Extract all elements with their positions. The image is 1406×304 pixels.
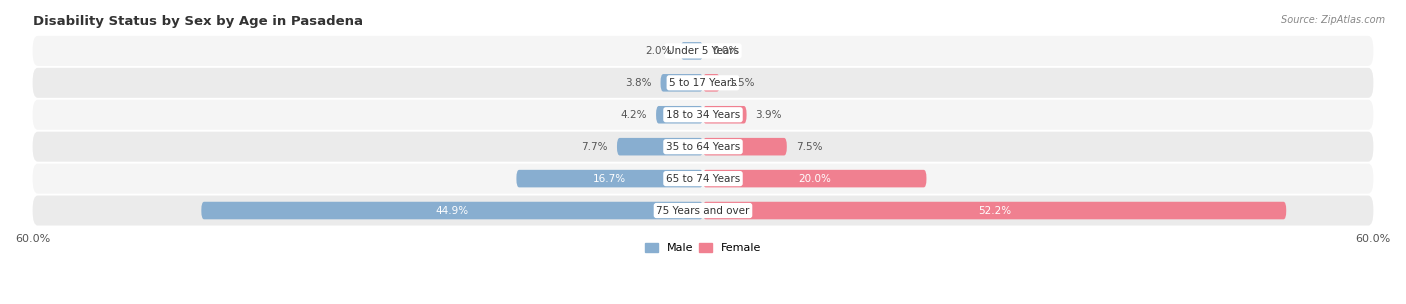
Text: 20.0%: 20.0% (799, 174, 831, 184)
FancyBboxPatch shape (681, 42, 703, 60)
FancyBboxPatch shape (32, 68, 1374, 98)
FancyBboxPatch shape (703, 138, 787, 155)
Text: 7.7%: 7.7% (582, 142, 607, 152)
Text: 2.0%: 2.0% (645, 46, 672, 56)
Text: Under 5 Years: Under 5 Years (666, 46, 740, 56)
FancyBboxPatch shape (661, 74, 703, 92)
FancyBboxPatch shape (201, 202, 703, 219)
Text: Disability Status by Sex by Age in Pasadena: Disability Status by Sex by Age in Pasad… (32, 15, 363, 28)
Text: 35 to 64 Years: 35 to 64 Years (666, 142, 740, 152)
Text: 1.5%: 1.5% (728, 78, 755, 88)
FancyBboxPatch shape (32, 195, 1374, 226)
FancyBboxPatch shape (703, 74, 720, 92)
Text: Source: ZipAtlas.com: Source: ZipAtlas.com (1281, 15, 1385, 25)
Text: 18 to 34 Years: 18 to 34 Years (666, 110, 740, 120)
Text: 3.8%: 3.8% (626, 78, 651, 88)
Text: 75 Years and over: 75 Years and over (657, 206, 749, 216)
Text: 4.2%: 4.2% (620, 110, 647, 120)
FancyBboxPatch shape (703, 202, 1286, 219)
Text: 3.9%: 3.9% (755, 110, 782, 120)
Text: 52.2%: 52.2% (979, 206, 1011, 216)
Text: 44.9%: 44.9% (436, 206, 468, 216)
Text: 16.7%: 16.7% (593, 174, 626, 184)
Text: 7.5%: 7.5% (796, 142, 823, 152)
FancyBboxPatch shape (32, 164, 1374, 194)
Text: 5 to 17 Years: 5 to 17 Years (669, 78, 737, 88)
Legend: Male, Female: Male, Female (640, 238, 766, 257)
Text: 0.0%: 0.0% (711, 46, 738, 56)
FancyBboxPatch shape (32, 36, 1374, 66)
Text: 65 to 74 Years: 65 to 74 Years (666, 174, 740, 184)
FancyBboxPatch shape (516, 170, 703, 187)
FancyBboxPatch shape (703, 170, 927, 187)
FancyBboxPatch shape (657, 106, 703, 123)
FancyBboxPatch shape (617, 138, 703, 155)
FancyBboxPatch shape (32, 100, 1374, 130)
FancyBboxPatch shape (703, 106, 747, 123)
FancyBboxPatch shape (32, 132, 1374, 162)
